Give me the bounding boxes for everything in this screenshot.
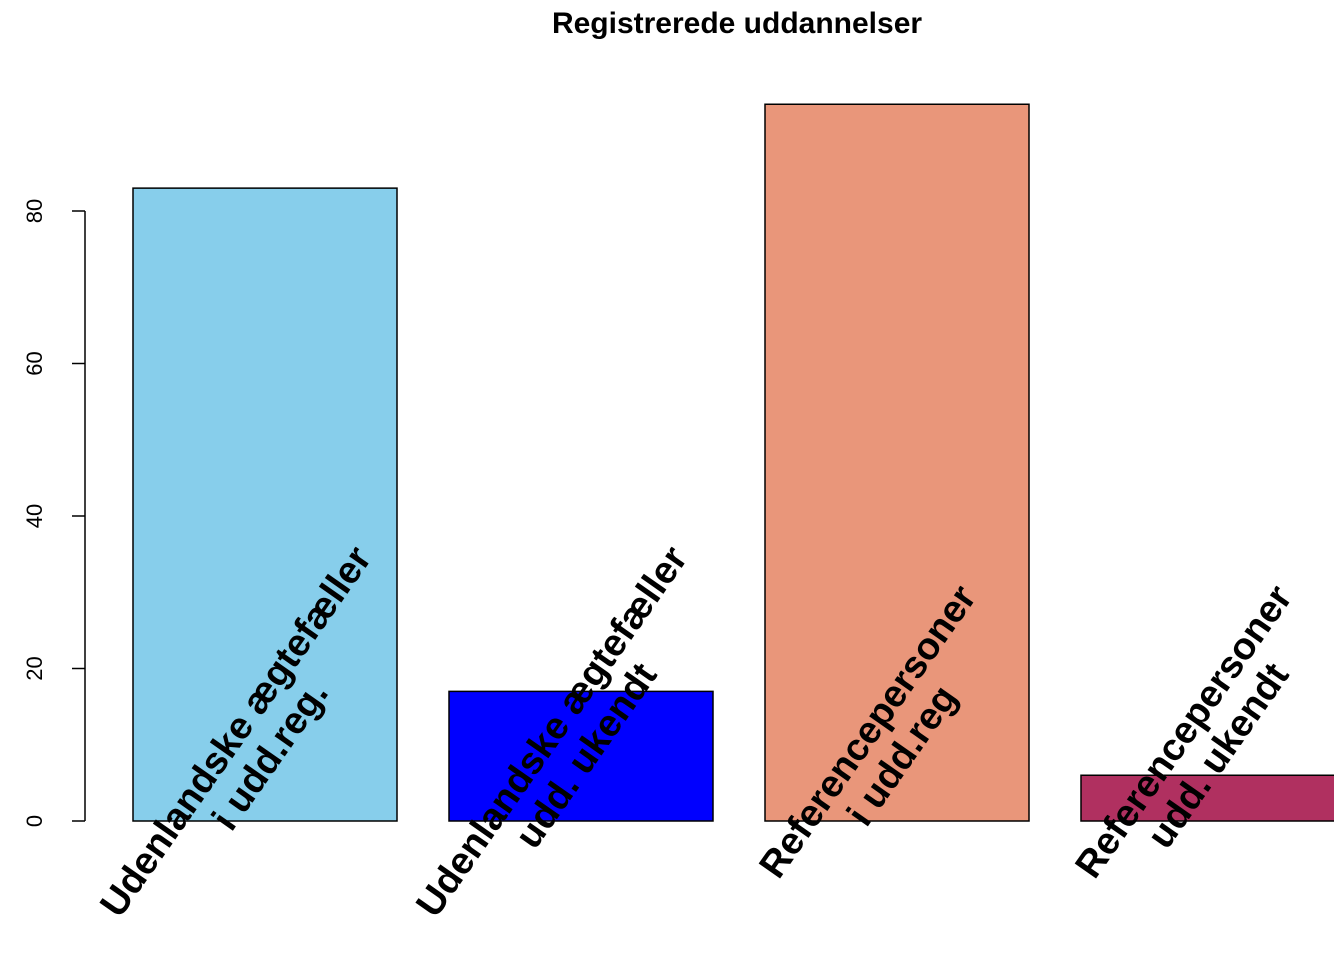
- y-tick-label: 80: [22, 199, 47, 223]
- y-tick-label: 40: [22, 504, 47, 528]
- y-tick-label: 20: [22, 656, 47, 680]
- chart-title: Registrerede uddannelser: [552, 7, 922, 40]
- y-tick-label: 0: [22, 815, 47, 827]
- bar: [448, 690, 714, 822]
- bar: [764, 103, 1030, 822]
- bar: [1080, 774, 1334, 822]
- bar: [132, 187, 398, 822]
- y-tick-label: 60: [22, 351, 47, 375]
